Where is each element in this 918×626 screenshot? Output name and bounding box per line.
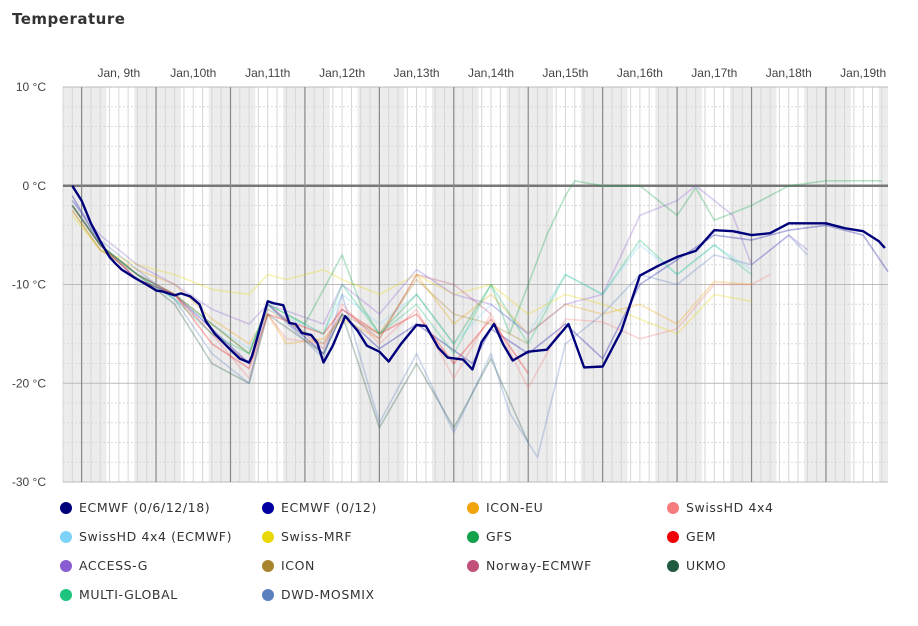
series-ecmwf-0-6-12-18- [71,185,886,371]
series-dwd-mosmix [71,200,808,459]
legend-label: MULTI-GLOBAL [79,587,178,602]
legend-item[interactable]: SwissHD 4x4 [667,500,774,515]
y-tick-label: -20 °C [12,376,46,390]
x-tick-label: Jan,19th [840,66,886,80]
x-tick-label: Jan,17th [691,66,737,80]
series-line [71,205,752,350]
legend-dot-icon [262,559,274,572]
series-multi-global [71,205,752,355]
legend-item[interactable]: SwissHD 4x4 (ECMWF) [60,529,232,544]
series-line [71,209,529,355]
series-line [71,205,771,390]
legend-dot-icon [60,501,72,514]
legend-label: SwissHD 4x4 (ECMWF) [79,529,233,544]
x-tick-label: Jan,13th [394,66,440,80]
legend-item[interactable]: ACCESS-G [60,558,148,573]
legend-dot-icon [667,530,679,543]
series-access-g [71,185,808,335]
legend-label: ACCESS-G [79,558,149,573]
y-tick-label: 0 °C [23,179,47,193]
legend-dot-icon [262,501,274,514]
y-tick-label: -10 °C [12,278,46,292]
legend-dot-icon [60,588,72,601]
legend-item[interactable]: ICON-EU [467,500,543,515]
series-line [71,200,808,459]
legend-label: ECMWF (0/12) [281,500,377,515]
legend-dot-icon [262,530,274,543]
legend-item[interactable]: ICON [262,558,315,573]
y-tick-label: 10 °C [16,80,46,94]
legend-item[interactable]: Swiss-MRF [262,529,352,544]
legend-item[interactable]: DWD-MOSMIX [262,587,375,602]
x-tick-label: Jan,14th [468,66,514,80]
legend-dot-icon [667,559,679,572]
x-tick-label: Jan,10th [170,66,216,80]
legend-dot-icon [60,530,72,543]
legend-label: Norway-ECMWF [486,558,592,573]
series-swisshd-4x4 [71,205,771,390]
series-line [71,205,752,355]
x-tick-label: Jan,12th [319,66,365,80]
x-tick-label: Jan,16th [617,66,663,80]
legend-dot-icon [467,559,479,572]
legend-label: ICON [281,558,316,573]
series-line [71,185,886,371]
series-swisshd-4x4-ecmwf- [71,205,752,350]
x-tick-label: Jan,15th [542,66,588,80]
legend-dot-icon [467,530,479,543]
legend-dot-icon [667,501,679,514]
legend-label: Swiss-MRF [281,529,353,544]
x-tick-label: Jan,18th [766,66,812,80]
chart-title: Temperature [12,10,126,28]
legend-item[interactable]: Norway-ECMWF [467,558,592,573]
series-line [71,195,889,365]
y-tick-label: -30 °C [12,475,46,489]
legend-item[interactable]: ECMWF (0/6/12/18) [60,500,210,515]
legend-item[interactable]: GEM [667,529,716,544]
series-ecmwf-0-12- [71,195,889,365]
series-line [71,205,529,443]
legend-item[interactable]: ECMWF (0/12) [262,500,377,515]
legend-label: GEM [686,529,717,544]
legend-label: UKMO [686,558,727,573]
x-tick-label: Jan,11th [245,66,290,80]
legend-label: ICON-EU [486,500,544,515]
x-tick-label: Jan, 9th [97,66,140,80]
legend-label: DWD-MOSMIX [281,587,375,602]
legend-dot-icon [262,588,274,601]
series-line [71,180,882,355]
series-ukmo [71,205,529,443]
series-line [71,185,808,335]
series-gfs [71,180,882,355]
legend-label: ECMWF (0/6/12/18) [79,500,211,515]
legend-item[interactable]: MULTI-GLOBAL [60,587,178,602]
legend-dot-icon [60,559,72,572]
legend-label: GFS [486,529,513,544]
legend-dot-icon [467,501,479,514]
legend-item[interactable]: GFS [467,529,512,544]
legend-label: SwissHD 4x4 [686,500,774,515]
legend-item[interactable]: UKMO [667,558,726,573]
series-icon [71,209,529,355]
